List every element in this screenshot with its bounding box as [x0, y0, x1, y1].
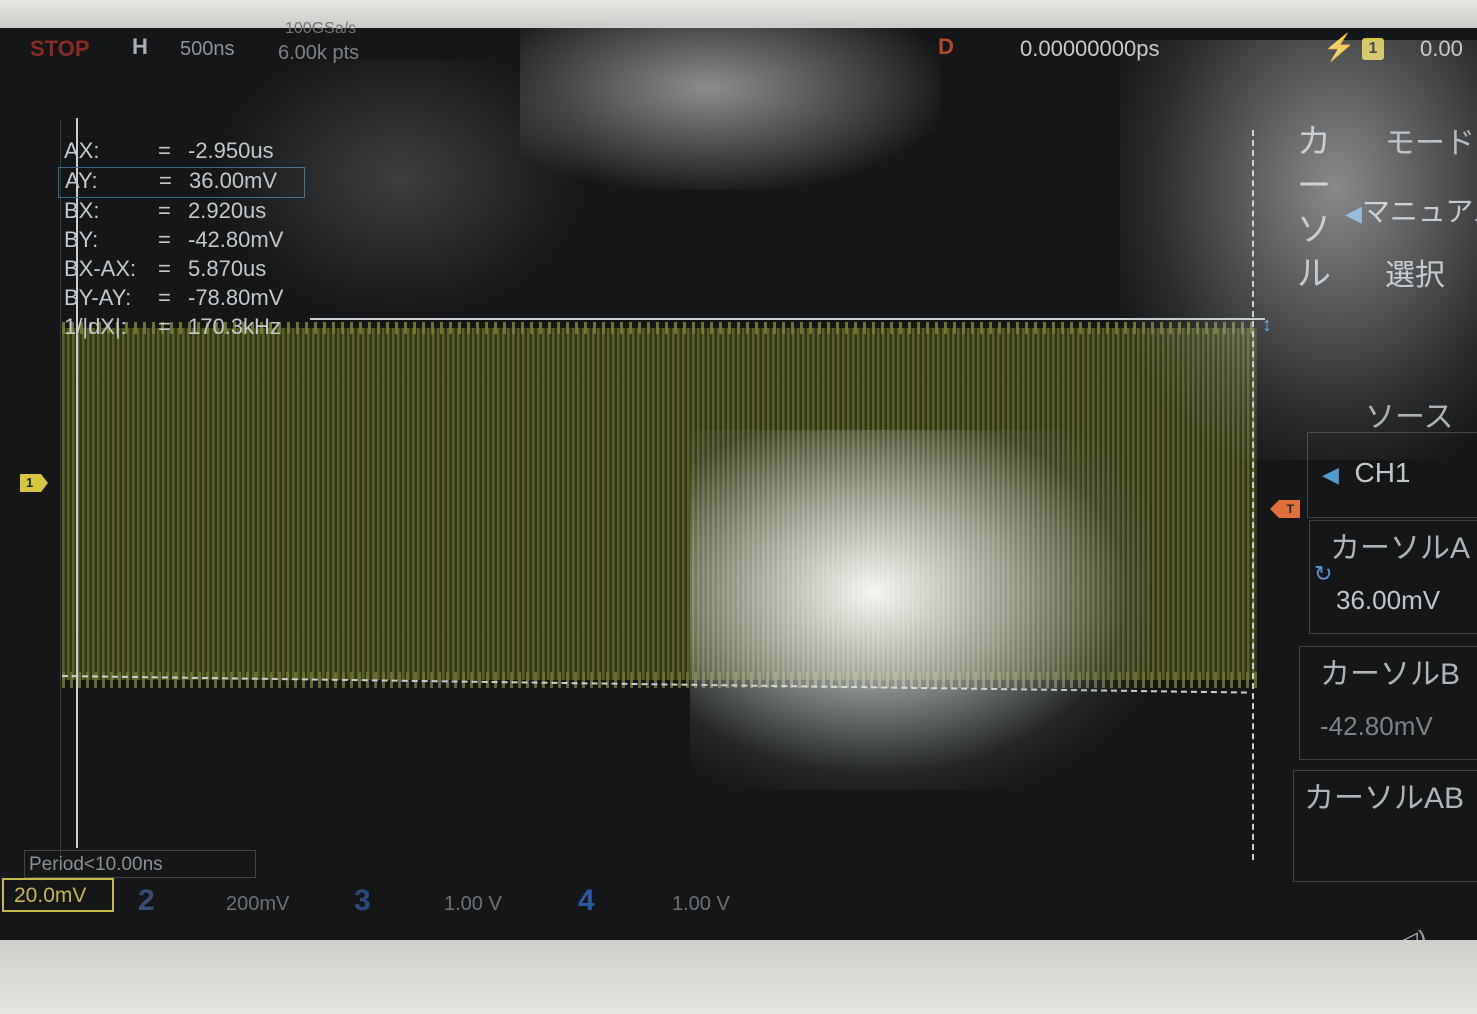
cursor-b-label: カーソルB — [1320, 658, 1461, 691]
ch3-label[interactable]: 3 — [354, 884, 371, 917]
source-value-text: CH1 — [1354, 457, 1411, 488]
ch2-scale[interactable]: 200mV — [226, 893, 290, 915]
readout-value: 36.00mV — [189, 168, 278, 193]
readout-key: 1/|dX|: — [64, 314, 127, 339]
readout-row-inv-dx: 1/|dX|: = 170.3kHz — [58, 314, 318, 343]
ch4-scale[interactable]: 1.00 V — [672, 893, 730, 915]
readout-row-by: BY: = -42.80mV — [58, 227, 318, 256]
device-bezel-bottom — [0, 940, 1477, 1014]
delay-value[interactable]: 0.00000000ps — [1020, 36, 1160, 61]
readout-eq: = — [158, 198, 171, 223]
menu-title: カーソル — [1297, 123, 1331, 293]
cursor-handle-icon[interactable]: ↕ — [1262, 314, 1272, 336]
period-status: Period<10.00ns — [24, 850, 256, 878]
cursor-ay-line[interactable] — [310, 318, 1265, 320]
cursor-ab-softkey[interactable]: カーソルAB — [1293, 770, 1477, 882]
readout-value: 2.920us — [188, 198, 267, 223]
select-label: 選択 — [1385, 259, 1445, 290]
triangle-left-icon: ◀ — [1345, 201, 1362, 226]
trigger-level-marker[interactable]: T — [1270, 500, 1300, 518]
ch3-scale[interactable]: 1.00 V — [444, 893, 502, 915]
mode-label: モード — [1385, 127, 1475, 160]
device-bezel-top — [0, 0, 1477, 30]
readout-row-bx-ax: BX-AX: = 5.870us — [58, 256, 318, 285]
trigger-level[interactable]: 0.00 — [1420, 36, 1463, 61]
cursor-readout: AX: = -2.950us AY: = 36.00mV BX: = 2.920… — [58, 138, 318, 343]
cursor-a-label: カーソルA — [1330, 532, 1471, 565]
cursor-a-value: 36.00mV — [1336, 585, 1441, 615]
trigger-channel-badge: 1 — [1362, 38, 1384, 60]
waveform-top-envelope — [62, 322, 1257, 334]
readout-eq: = — [158, 285, 171, 310]
readout-value: 170.3kHz — [188, 314, 281, 339]
cursor-a-softkey[interactable]: カーソルA ↻ 36.00mV — [1309, 520, 1477, 634]
readout-key: AY: — [65, 168, 98, 193]
ch1-waveform — [62, 328, 1257, 680]
readout-row-ay: AY: = 36.00mV — [58, 167, 305, 198]
readout-value: -42.80mV — [188, 227, 284, 252]
cursor-ab-label: カーソルAB — [1304, 782, 1465, 815]
readout-row-bx: BX: = 2.920us — [58, 198, 318, 227]
sample-rate: 100GSa/s — [285, 20, 357, 37]
readout-value: -78.80mV — [188, 285, 284, 310]
mode-value: ◀マニュアル — [1345, 190, 1477, 230]
triangle-left-icon: ◀ — [1322, 462, 1339, 487]
edge-trigger-icon: ⚡ — [1323, 32, 1356, 62]
delay-label: D — [938, 34, 954, 59]
readout-eq: = — [159, 168, 172, 193]
readout-key: BY-AY: — [64, 285, 132, 310]
readout-value: 5.870us — [188, 256, 267, 281]
cursor-b-value: -42.80mV — [1320, 711, 1433, 741]
readout-key: BX-AX: — [64, 256, 137, 281]
ch2-label[interactable]: 2 — [138, 884, 155, 917]
ch1-scale-chip[interactable]: 20.0mV — [2, 878, 114, 912]
cursor-b-softkey[interactable]: カーソルB -42.80mV — [1299, 646, 1477, 760]
run-stop-status[interactable]: STOP — [30, 36, 90, 61]
readout-key: AX: — [64, 138, 100, 163]
waveform-grid — [60, 120, 1261, 860]
readout-row-by-ay: BY-AY: = -78.80mV — [58, 285, 318, 314]
cursor-bx-line[interactable] — [1252, 130, 1254, 860]
readout-eq: = — [158, 256, 171, 281]
waveform-bottom-envelope — [62, 672, 1257, 688]
readout-eq: = — [158, 314, 171, 339]
readout-eq: = — [158, 227, 171, 252]
source-value: ◀ CH1 — [1322, 457, 1411, 489]
memory-depth: 6.00k pts — [278, 42, 360, 64]
cursor-side-menu: カーソル モード ◀マニュアル 選択 ソース ◀ CH1 カーソルA ↻ 36.… — [1285, 110, 1477, 910]
ch4-label[interactable]: 4 — [578, 884, 595, 917]
readout-key: BY: — [64, 227, 99, 252]
horizontal-label: H — [132, 34, 148, 59]
ch1-offset-marker[interactable]: 1 — [20, 474, 48, 492]
rotate-knob-icon: ↻ — [1314, 561, 1333, 586]
source-label: ソース — [1365, 401, 1454, 434]
readout-value: -2.950us — [188, 138, 274, 163]
readout-key: BX: — [64, 198, 100, 223]
time-scale[interactable]: 500ns — [180, 38, 235, 60]
mode-value-text: マニュアル — [1361, 196, 1477, 227]
source-softkey[interactable]: ◀ CH1 — [1307, 432, 1477, 518]
cursor-ax-line[interactable] — [76, 118, 78, 848]
mode-softkey[interactable]: モード ◀マニュアル 選択 — [1345, 110, 1477, 290]
readout-eq: = — [158, 138, 171, 163]
readout-row-ax: AX: = -2.950us — [58, 138, 318, 167]
